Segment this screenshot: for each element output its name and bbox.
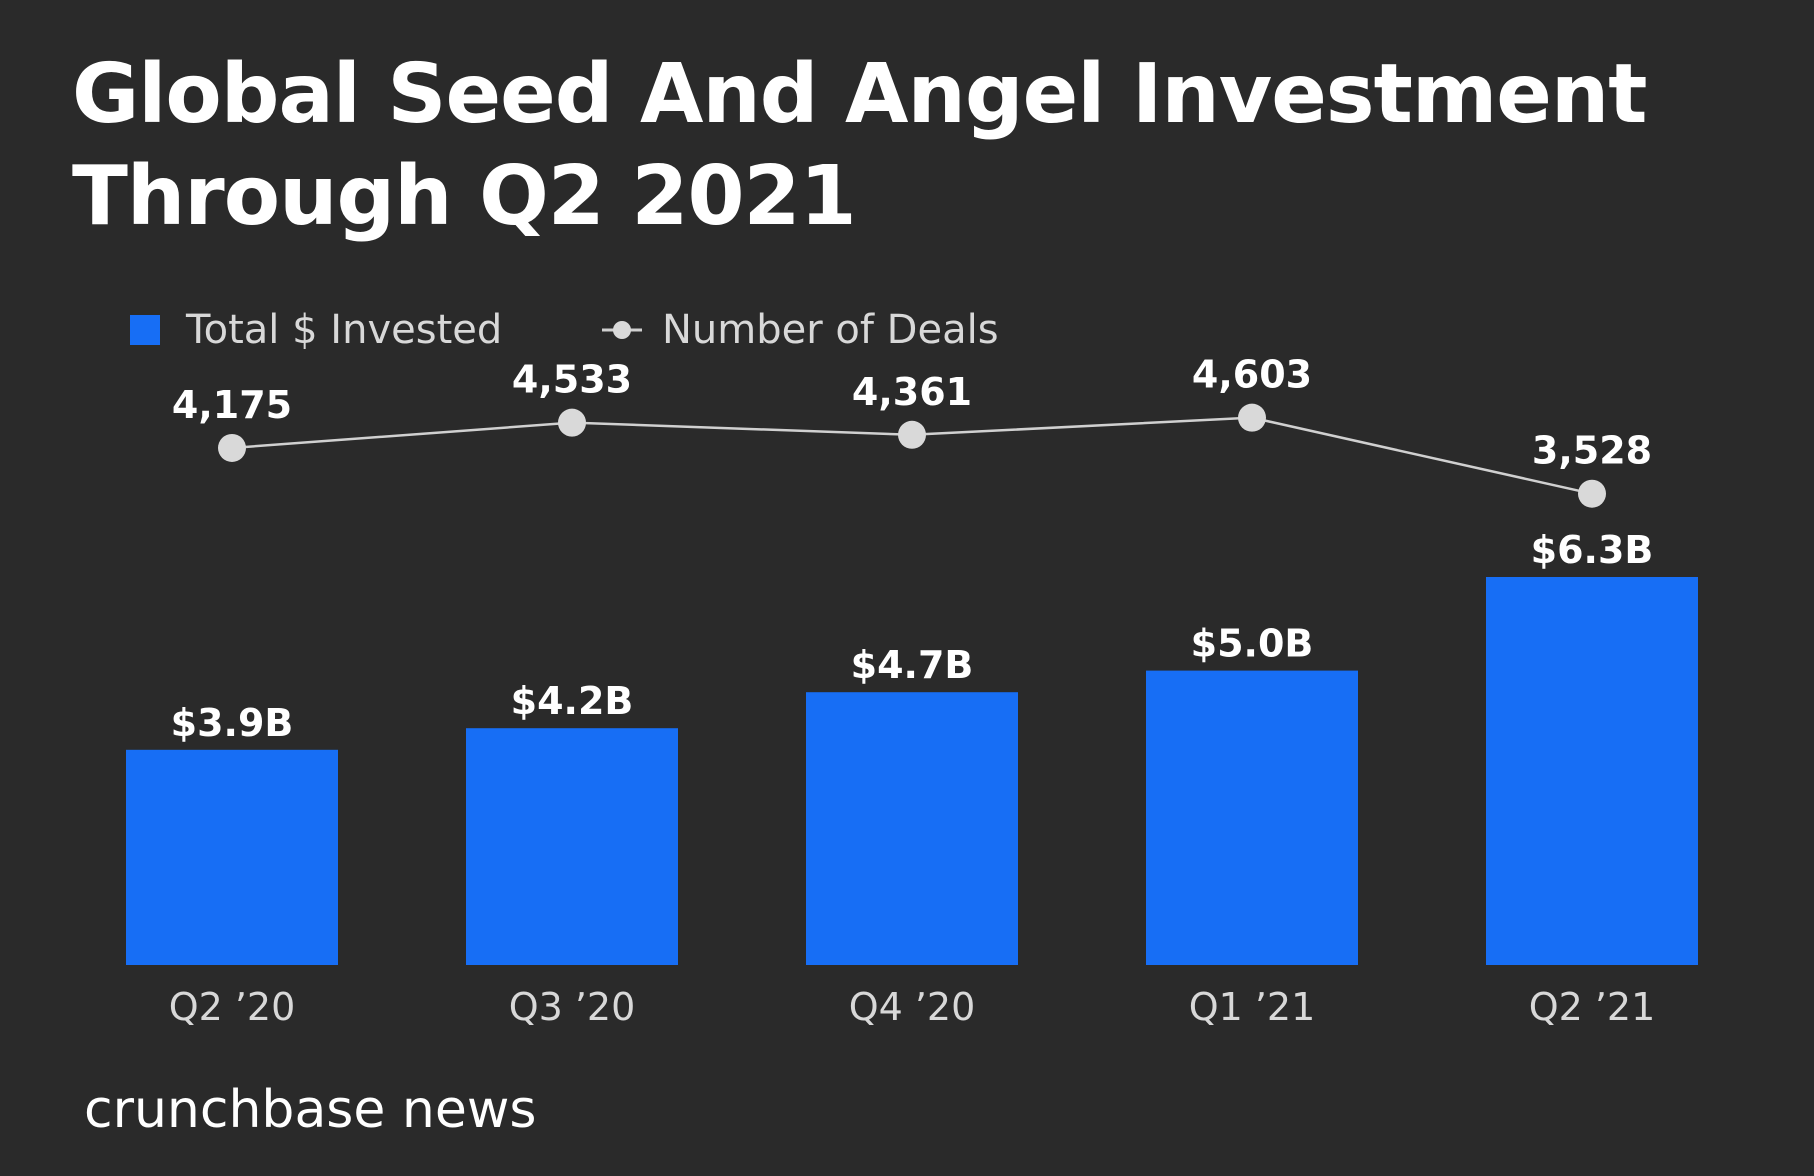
deals-point-5 bbox=[1578, 479, 1606, 508]
deals-point-1 bbox=[218, 433, 246, 462]
bar-1 bbox=[126, 749, 338, 965]
bar-value-label-5: $6.3B bbox=[1531, 528, 1654, 572]
legend-line-marker-icon bbox=[602, 321, 642, 339]
bar-value-label-2: $4.2B bbox=[511, 679, 634, 723]
chart-title-line-1: Global Seed And Angel Investment bbox=[72, 47, 1647, 142]
deals-point-3 bbox=[898, 420, 926, 449]
legend-bar-label: Total $ Invested bbox=[186, 307, 503, 353]
x-tick-label-3: Q4 ’20 bbox=[849, 985, 976, 1029]
bar-value-label-1: $3.9B bbox=[171, 701, 294, 745]
x-tick-label-5: Q2 ’21 bbox=[1529, 985, 1656, 1029]
chart-title: Global Seed And Angel Investment Through… bbox=[72, 44, 1672, 248]
chart-title-line-2: Through Q2 2021 bbox=[72, 149, 857, 244]
bar-3 bbox=[806, 692, 1018, 965]
legend-line-dot bbox=[613, 321, 631, 339]
legend-bar-swatch bbox=[130, 315, 160, 345]
x-tick-label-2: Q3 ’20 bbox=[509, 985, 636, 1029]
legend: Total $ Invested Number of Deals bbox=[0, 300, 1814, 360]
brand-logo-text: crunchbase news bbox=[84, 1080, 537, 1140]
chart-plot: $3.9B Q2 ’20 $4.2B Q3 ’20 $4.7B Q4 ’20 $5.0B Q1… bbox=[126, 353, 1698, 1029]
deals-value-label-1: 4,175 bbox=[172, 383, 292, 427]
bar-value-label-3: $4.7B bbox=[851, 643, 974, 687]
deals-value-label-5: 3,528 bbox=[1532, 429, 1652, 473]
deals-value-label-2: 4,533 bbox=[512, 358, 632, 402]
deals-value-label-4: 4,603 bbox=[1192, 353, 1312, 397]
deals-point-2 bbox=[558, 408, 586, 437]
bar-value-label-4: $5.0B bbox=[1191, 622, 1314, 666]
legend-line-label: Number of Deals bbox=[662, 307, 999, 353]
bar-5 bbox=[1486, 577, 1698, 965]
deals-value-label-3: 4,361 bbox=[852, 370, 972, 414]
x-tick-label-1: Q2 ’20 bbox=[169, 985, 296, 1029]
bar-2 bbox=[466, 728, 678, 965]
x-tick-label-4: Q1 ’21 bbox=[1189, 985, 1316, 1029]
deals-point-4 bbox=[1238, 403, 1266, 432]
bar-4 bbox=[1146, 670, 1358, 965]
